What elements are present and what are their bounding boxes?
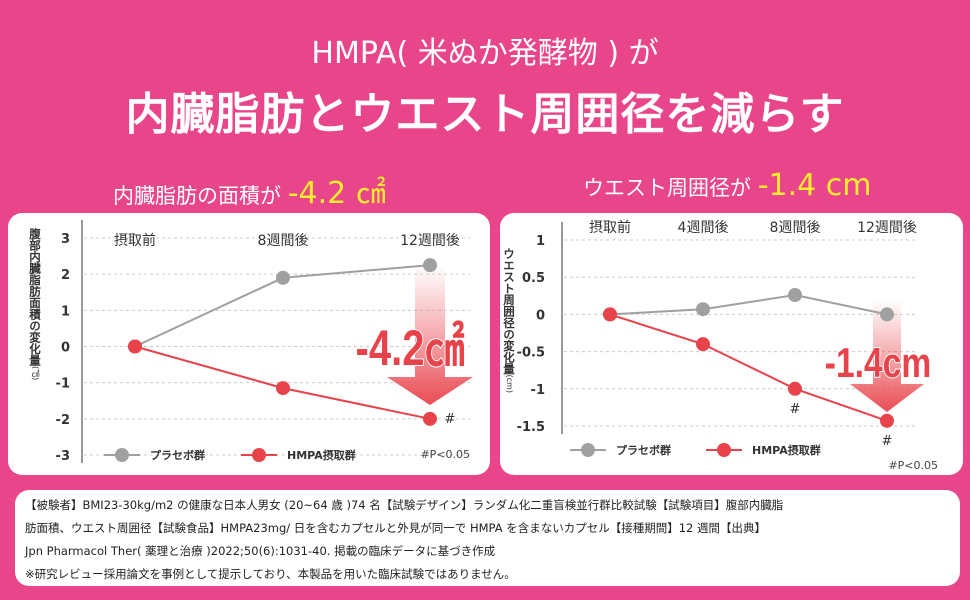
left-legend-marker — [115, 448, 129, 462]
study-notes: 【被験者】BMI23-30kg/m2 の健康な日本人男女 (20~64 歳 )7… — [15, 490, 960, 586]
left-y-tick-label: -1 — [56, 377, 70, 392]
right-y-axis-title: ウエスト周囲径の変化量 — [502, 248, 516, 375]
left-data-point-placebo — [276, 270, 290, 285]
note-line-2: 肪面積、ウエスト周囲径【試験食品】HMPA23mg/ 日を含むカプセルと外見が同… — [25, 521, 767, 535]
right-series-line-hmpa — [609, 313, 888, 422]
note-line-3: Jpn Pharmacol Ther( 薬理と治療 )2022;50(6):10… — [25, 544, 496, 558]
left-x-category-label: 8週間後 — [258, 233, 309, 249]
left-reduction-arrow — [387, 265, 473, 405]
left-y-tick-label: 2 — [61, 268, 70, 283]
right-legend-marker — [717, 443, 731, 457]
left-reduction-annotation: -4.2㎠ — [356, 320, 465, 376]
right-p-value-note: #P<0.05 — [888, 459, 938, 472]
right-data-point-hmpa — [880, 413, 894, 428]
right-data-point-placebo — [788, 288, 802, 303]
left-chart-card — [8, 213, 490, 475]
left-subtitle: 内臓脂肪の面積が -4.2 ㎠ — [113, 168, 386, 212]
left-y-tick-label: -3 — [56, 449, 70, 464]
left-legend-label: HMPA摂取群 — [287, 448, 356, 462]
left-y-tick-label: 3 — [61, 232, 70, 247]
right-data-point-placebo — [696, 302, 710, 317]
right-subtitle-prefix: ウエスト周囲径が — [583, 176, 751, 200]
left-legend-marker — [252, 448, 266, 462]
left-significance-mark: # — [445, 412, 456, 427]
left-subtitle-prefix: 内臓脂肪の面積が — [113, 184, 281, 208]
title-line-1: HMPA( 米ぬか発酵物 ) が — [311, 36, 659, 71]
left-y-axis-unit: (㎠) — [31, 366, 40, 381]
right-x-category-label: 8週間後 — [770, 220, 821, 236]
right-reduction-annotation: -1.4cm — [825, 341, 931, 387]
left-data-point-hmpa — [128, 339, 142, 354]
right-x-category-label: 摂取前 — [589, 219, 631, 236]
left-y-axis-label: 腹部内臓脂肪面積の変化量(㎠) — [28, 228, 42, 381]
right-data-point-placebo — [880, 307, 894, 322]
right-data-point-hmpa — [603, 307, 617, 322]
right-subtitle: ウエスト周囲径が -1.4 cm — [583, 168, 871, 203]
right-data-point-hmpa — [696, 337, 710, 352]
left-y-tick-label: -2 — [56, 413, 70, 428]
right-data-point-hmpa — [788, 381, 802, 396]
left-x-category-label: 摂取前 — [114, 232, 156, 249]
right-y-axis-label: ウエスト周囲径の変化量(cm) — [502, 248, 516, 393]
left-y-axis-title: 腹部内臓脂肪面積の変化量 — [28, 228, 42, 366]
right-legend-label: HMPA摂取群 — [752, 443, 821, 457]
right-significance-mark: # — [790, 402, 801, 417]
left-y-tick-label: 1 — [61, 304, 70, 319]
right-legend-label: プラセボ群 — [616, 443, 671, 457]
right-y-tick-label: 0.5 — [522, 271, 545, 286]
right-series-line-placebo — [609, 294, 888, 316]
right-y-tick-label: -0.5 — [517, 346, 545, 361]
right-legend-marker — [581, 443, 595, 457]
title-line-2: 内臓脂肪とウエスト周囲径を減らす — [125, 89, 845, 140]
note-line-4: ※研究レビュー採用論文を事例として提示しており、本製品を用いた臨床試験ではありま… — [25, 567, 516, 581]
left-x-category-label: 12週間後 — [400, 233, 460, 249]
right-y-axis-unit: (cm) — [505, 374, 514, 393]
left-p-value-note: #P<0.05 — [420, 448, 470, 461]
note-line-1: 【被験者】BMI23-30kg/m2 の健康な日本人男女 (20~64 歳 )7… — [25, 498, 784, 512]
right-y-tick-label: 0 — [536, 308, 545, 323]
left-y-tick-label: 0 — [61, 341, 70, 356]
left-data-point-hmpa — [423, 411, 437, 426]
right-y-tick-label: 1 — [536, 234, 545, 249]
right-x-category-label: 4週間後 — [678, 220, 729, 236]
right-y-tick-label: -1 — [531, 383, 545, 398]
right-significance-mark: # — [882, 434, 893, 449]
left-legend-label: プラセボ群 — [150, 448, 205, 462]
right-x-category-label: 12週間後 — [857, 220, 917, 236]
left-data-point-hmpa — [276, 381, 290, 396]
left-data-point-placebo — [423, 258, 437, 273]
right-reduction-arrow — [850, 300, 924, 412]
right-y-tick-label: -1.5 — [517, 420, 545, 435]
right-subtitle-value: -1.4 cm — [757, 168, 872, 203]
left-subtitle-value: -4.2 ㎠ — [287, 176, 386, 211]
